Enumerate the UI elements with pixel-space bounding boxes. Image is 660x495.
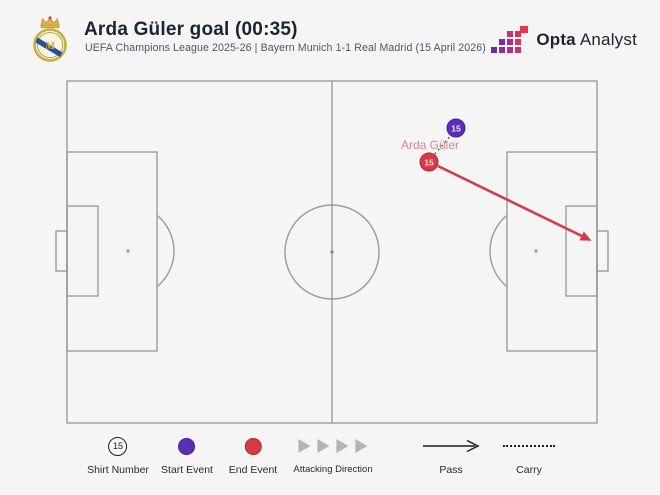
page-subtitle: UEFA Champions League 2025-26 | Bayern M…: [85, 42, 486, 54]
pitch-lines: [55, 80, 609, 424]
legend-attacking-direction: Attacking Direction: [293, 436, 373, 475]
legend-start-label: Start Event: [161, 464, 213, 476]
legend-shirt-label: Shirt Number: [87, 464, 149, 476]
svg-text:M: M: [44, 40, 56, 52]
end-shirt-number: 15: [424, 157, 434, 167]
opta-squares-icon: [491, 26, 529, 53]
end-event-icon: [244, 437, 262, 455]
legend-attacking-label: Attacking Direction: [293, 464, 373, 475]
page-title: Arda Güler goal (00:35): [84, 19, 298, 40]
player-name-label: Arda Güler: [400, 138, 460, 152]
analyst-word: Analyst: [579, 30, 637, 49]
legend-end-event: End Event: [229, 436, 277, 476]
attacking-direction-icon: [298, 436, 368, 456]
carry-line: [432, 133, 453, 157]
start-event-icon: [178, 437, 196, 455]
pass-arrow: [437, 164, 592, 241]
legend-carry: Carry: [503, 436, 555, 476]
pass-arrow-icon: [423, 439, 480, 453]
legend-pass-label: Pass: [439, 464, 463, 476]
legend-end-label: End Event: [228, 464, 278, 476]
real-madrid-crest-icon: M: [33, 16, 67, 62]
end-event-marker: 15: [419, 152, 439, 172]
legend-shirt-number: 15 Shirt Number: [87, 436, 149, 476]
legend-shirt-symbol: 15: [112, 441, 123, 451]
opta-word: Opta: [536, 30, 576, 49]
legend-pass: Pass: [422, 436, 480, 476]
start-shirt-number: 15: [451, 123, 461, 133]
legend-carry-label: Carry: [516, 464, 542, 476]
start-event-marker: 15: [446, 118, 466, 138]
opta-analyst-logo: Opta Analyst: [491, 26, 637, 54]
shirt-number-icon: 15: [108, 436, 128, 456]
carry-line-icon: [503, 445, 555, 447]
legend-start-event: Start Event: [161, 436, 213, 476]
pitch-spots: [126, 249, 538, 254]
opta-analyst-wordmark: Opta Analyst: [536, 30, 637, 50]
